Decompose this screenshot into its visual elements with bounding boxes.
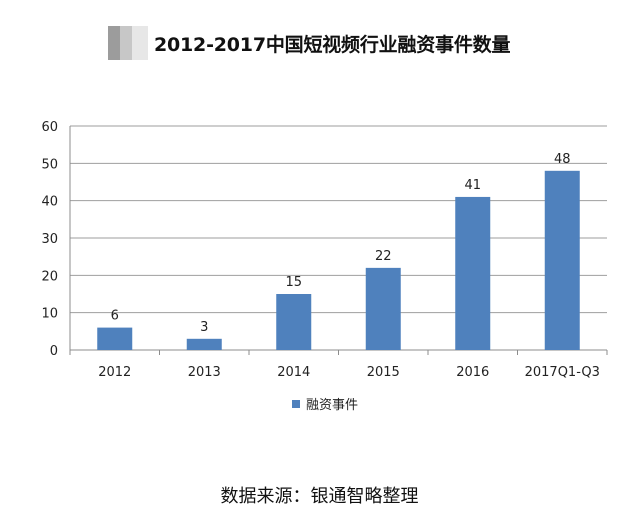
y-tick-label: 0 [50, 344, 58, 359]
data-label: 3 [200, 320, 208, 335]
x-tick-label: 2016 [456, 365, 489, 380]
chart-title: 2012-2017中国短视频行业融资事件数量 [154, 33, 511, 56]
title-block: 2012-2017中国短视频行业融资事件数量 [108, 26, 510, 60]
data-label: 41 [464, 178, 481, 193]
bar [544, 170, 580, 350]
x-tick-label: 2012 [98, 365, 131, 380]
bar [276, 294, 312, 350]
bar [97, 327, 133, 350]
y-tick-label: 50 [41, 157, 58, 172]
data-label: 22 [375, 249, 392, 264]
legend-label: 融资事件 [306, 398, 358, 413]
y-tick-label: 30 [41, 232, 58, 247]
bar [186, 338, 222, 350]
blurred-logo [108, 26, 148, 60]
x-tick-label: 2014 [277, 365, 310, 380]
x-tick-label: 2017Q1-Q3 [525, 365, 600, 380]
data-label: 48 [554, 152, 571, 167]
data-label: 15 [285, 275, 302, 290]
x-tick-label: 2015 [367, 365, 400, 380]
bar [365, 267, 401, 350]
bar [455, 196, 491, 350]
x-tick-label: 2013 [188, 365, 221, 380]
legend-swatch [292, 400, 300, 408]
data-label: 6 [111, 309, 119, 324]
source-note: 数据来源：银通智略整理 [220, 486, 419, 507]
y-tick-label: 40 [41, 195, 58, 210]
y-tick-label: 10 [41, 307, 58, 322]
y-tick-label: 20 [41, 269, 58, 284]
y-tick-label: 60 [41, 120, 58, 135]
